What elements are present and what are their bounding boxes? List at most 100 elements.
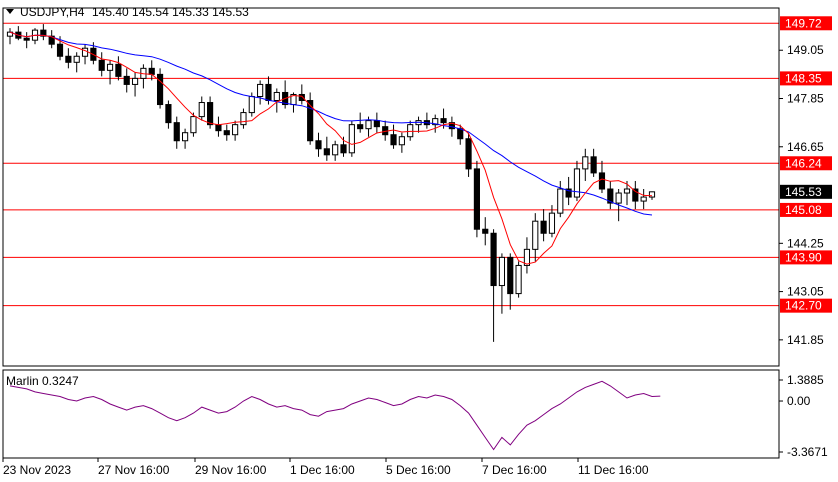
candle-body [23,37,30,41]
level-tag-label: 149.72 [785,16,822,30]
time-tick-label: 27 Nov 16:00 [98,463,170,477]
candle-body [98,59,105,71]
candle-body [632,188,639,202]
candle-body [348,124,355,154]
candle-body [315,140,322,150]
candle-body [557,188,564,214]
marlin-line [9,380,661,451]
price-tick-label: 147.85 [787,92,824,106]
candle-body [65,55,72,63]
candle-body [482,228,489,234]
candle-body [190,116,197,134]
candle-body [623,188,631,194]
level-tag-label: 145.08 [785,203,822,217]
indicator-label: Marlin 0.3247 [6,374,79,388]
candle-body [465,138,472,170]
candle-body [490,232,497,287]
candle-body [198,102,205,118]
candle-body [56,43,64,57]
candle-body [115,63,122,77]
price-tick-label: 149.05 [787,43,824,57]
indicator-axis: 1.3885 0.00 -3.3671 [779,373,828,459]
candle-body [532,220,539,250]
candle-body [507,256,514,295]
level-tag-label: 142.70 [785,299,822,313]
time-tick-label: 11 Dec 16:00 [578,463,649,477]
candle-body [156,73,164,106]
candle-body [440,118,447,124]
candle-body [173,122,180,142]
level-tag [780,71,832,86]
candle-body [240,112,247,126]
candle-body [615,192,622,204]
price-level-tags: 149.72 148.35 146.24 145.08 143.90 142.70 145.… [780,16,832,313]
indicator-tick-label: -3.3671 [787,445,828,459]
current-price-tag [780,184,832,199]
candle-body [390,134,397,146]
level-tag-label: 146.24 [785,156,822,170]
candle-body [106,63,114,71]
price-axis: 149.05 147.85 146.65 144.25 143.05 141.85 [779,43,824,347]
symbol-label: USDJPY,H4 [20,5,85,19]
moving-average-line [9,31,653,265]
candle-body [523,248,531,266]
candle-body [165,104,172,124]
candle-body [223,130,230,136]
candle-body [73,55,80,63]
candle-body [323,148,330,156]
candle-body [473,168,480,230]
current-price-label: 145.53 [785,185,822,199]
candle-body [257,83,264,97]
candle-body [40,29,47,37]
candle-body [148,67,155,75]
candle-body [123,75,130,85]
time-tick-label: 23 Nov 2023 [3,463,71,477]
time-tick-label: 7 Dec 16:00 [482,463,547,477]
candle-body [207,102,214,126]
indicator-tick-label: 1.3885 [787,373,824,387]
level-tag [780,250,832,265]
time-axis: 23 Nov 2023 27 Nov 16:00 29 Nov 16:00 1 Dec… [2,458,649,477]
time-tick-label: 1 Dec 16:00 [290,463,355,477]
level-tag-label: 148.35 [785,71,822,85]
candle-body [215,124,222,132]
candle-body [48,35,55,45]
marlin-indicator-pane [9,380,661,451]
price-tick-label: 143.05 [787,285,824,299]
candle-body [598,172,606,190]
level-tag [780,298,832,313]
candle-body [365,120,372,130]
price-tick-label: 144.25 [787,236,824,250]
price-tick-label: 146.65 [787,140,824,154]
time-tick-label: 29 Nov 16:00 [195,463,267,477]
candle-body [182,132,189,142]
indicator-tick-label: 0.00 [787,394,811,408]
candle-body [573,168,581,198]
candle-body [432,118,439,126]
candle-body [332,144,339,156]
chart-frame [2,7,780,459]
candle-body [357,124,364,130]
candle-body [607,188,614,204]
price-tick-label: 141.85 [787,333,824,347]
candle-body [590,156,597,174]
candle-body [373,120,380,128]
candle-body [648,191,656,198]
candle-body [307,100,314,142]
candle-body [582,156,589,170]
time-tick-label: 5 Dec 16:00 [386,463,451,477]
candle-body [131,77,139,85]
candle-body [640,196,647,202]
candle-body [398,136,405,146]
moving-average-line [9,31,653,216]
level-tag [780,16,832,31]
triangle-down-icon[interactable] [6,9,14,14]
candle-body [515,264,522,295]
candle-body [448,122,455,130]
level-tag [780,202,832,217]
candle-body [498,256,506,287]
candle-body [273,91,280,102]
candle-body [265,83,272,102]
candle-body [340,144,347,154]
